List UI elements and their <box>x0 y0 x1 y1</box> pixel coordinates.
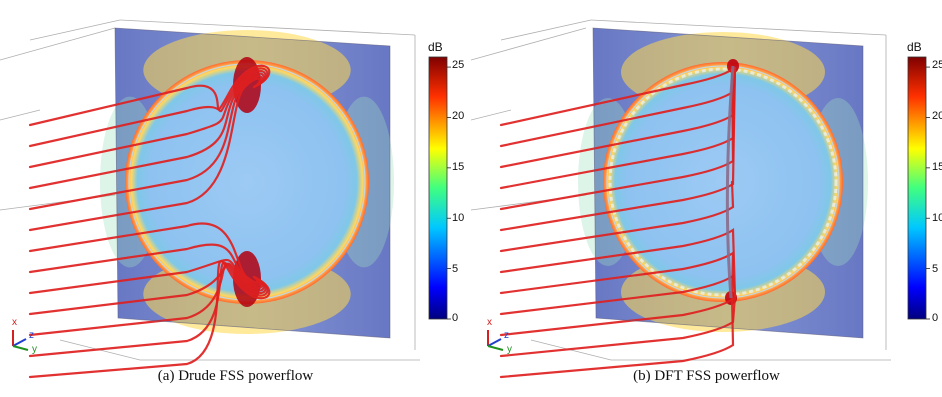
powerflow-streamlines <box>28 64 271 379</box>
colorbar-tick: 25 <box>932 59 942 71</box>
powerflow-plot-dft <box>471 19 930 379</box>
powerflow-plot-drude <box>0 19 451 379</box>
streamline <box>28 262 265 316</box>
colorbar-unit: dB <box>907 40 922 54</box>
fss-disk <box>603 62 843 302</box>
wireframe-box <box>0 19 420 361</box>
caption-drude: (a) Drude FSS powerflow <box>157 368 314 384</box>
axis-z-arrow <box>487 338 502 347</box>
streamline <box>28 222 260 284</box>
streamline <box>499 294 735 379</box>
streamline <box>28 64 271 127</box>
streamline <box>28 72 265 190</box>
panel-dft: dB 25 20 15 10 5 0 x z y (b) DFT FSS pow… <box>471 0 942 397</box>
axis-y-arrow <box>12 345 29 351</box>
streamline <box>28 67 269 148</box>
disk-ripple-ring <box>608 67 838 297</box>
colorbar-tick: 5 <box>932 263 939 275</box>
wireframe-line <box>0 109 41 121</box>
streamline <box>28 261 269 358</box>
axis-z-arrow <box>12 338 27 347</box>
streamline <box>28 69 267 169</box>
powerflow-streamlines <box>499 66 737 379</box>
streamline <box>28 75 263 211</box>
colorbar-tick: 10 <box>452 212 465 224</box>
colorbar-unit: dB <box>428 40 443 54</box>
colorbar <box>428 56 448 320</box>
streamline-wall <box>725 65 735 299</box>
colorbar-tick: 10 <box>932 212 942 224</box>
colorbar-tick: 15 <box>932 161 942 173</box>
axis-y-label: y <box>507 344 512 355</box>
colorbar-tick: 5 <box>452 263 459 275</box>
streamline <box>28 258 263 295</box>
wireframe-line <box>471 109 512 121</box>
colorbar <box>907 56 927 320</box>
axis-z-label: z <box>504 330 509 341</box>
axis-y-label: y <box>32 344 37 355</box>
wireframe-line <box>500 19 592 41</box>
streamline <box>28 77 261 232</box>
axis-x-label: x <box>487 317 492 328</box>
wireframe-line <box>0 27 116 61</box>
colorbar-tick: 0 <box>932 312 939 324</box>
panel-drude: dB 25 20 15 10 5 0 x z y (a) Drude FSS p… <box>0 19 465 384</box>
fss-slab-outline <box>114 27 391 339</box>
disk-inner-rim <box>606 65 840 299</box>
colorbar-tick: 20 <box>452 110 465 122</box>
streamline <box>499 250 735 298</box>
streamline <box>28 262 267 337</box>
colorbar-tick: 25 <box>452 59 465 71</box>
colorbar-tick: 20 <box>932 110 942 122</box>
fss-slab-outline <box>592 27 864 339</box>
wireframe-line <box>29 19 121 41</box>
streamline <box>28 260 271 379</box>
wireframe-line <box>590 19 887 36</box>
caption-dft: (b) DFT FSS powerflow <box>633 368 780 384</box>
axis-z-label: z <box>29 330 34 341</box>
axis-y-arrow <box>487 345 504 351</box>
fss-disk <box>125 60 369 304</box>
streamline <box>499 227 737 298</box>
axis-x-label: x <box>12 317 17 328</box>
streamline <box>28 243 261 287</box>
wireframe-line <box>119 19 416 36</box>
colorbar-tick: 15 <box>452 161 465 173</box>
streamline <box>499 274 737 316</box>
colorbar-tick: 0 <box>452 312 459 324</box>
wireframe-line <box>471 27 587 61</box>
streamline <box>499 180 735 253</box>
